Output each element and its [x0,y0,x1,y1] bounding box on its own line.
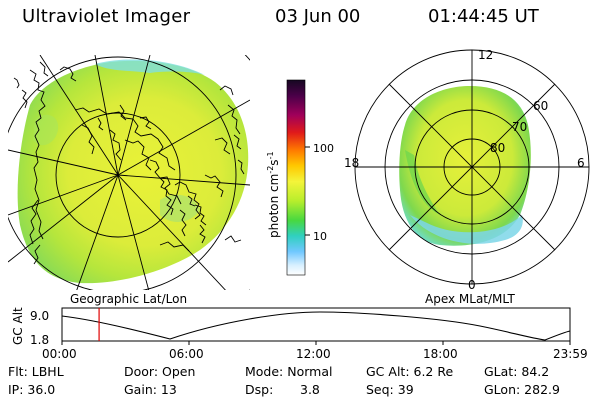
mlt-label-12: 12 [478,48,493,62]
timeline-xtick-1800: 18:00 [423,347,458,361]
timeline-x-ticks [61,341,571,345]
mlt-label-18: 18 [344,156,359,170]
colorbar-unit-exp1: -2 [266,166,275,174]
timeline-frame [61,307,571,342]
colorbar-gradient [286,79,306,276]
geo-map-caption: Geographic Lat/Lon [70,292,187,306]
polar-aurora-green [405,150,440,215]
altitude-curve [61,311,571,341]
mlt-label-6: 6 [577,156,585,170]
timeline-xtick-0600: 06:00 [169,347,204,361]
polar-plot-caption: Apex MLat/MLT [425,292,515,306]
info-ip: IP: 36.0 [8,382,55,397]
mlat-label-70: 70 [512,120,527,134]
geo-coastlines [13,61,245,265]
mlt-label-0: 0 [468,278,476,292]
info-door: Door: Open [124,364,195,379]
geo-aurora-speckle [95,59,205,75]
timeline-xtick-1200: 12:00 [296,347,331,361]
colorbar-tick-10: 10 [313,230,327,243]
timeline-ytick-max: 9.0 [30,309,49,323]
geo-aurora-image [17,60,249,284]
geo-map-panel [8,55,250,290]
timeline-ytick-min: 1.8 [30,333,49,347]
timeline-xtick-2359: 23:59 [553,347,588,361]
polar-aurora-edge [410,215,523,244]
altitude-timeline: GC Alt 9.0 1.8 00:00 06:00 12:00 18:00 2… [11,307,588,361]
polar-grid [354,49,590,285]
info-glon: GLon: 282.9 [484,382,560,397]
header-date: 03 Jun 00 [275,6,361,27]
timeline-xtick-0000: 00:00 [42,347,77,361]
colorbar-unit-label: photon cm-2s-1 [266,151,281,238]
mlat-label-60: 60 [533,99,548,113]
colorbar-unit-exp2: -1 [266,151,275,159]
colorbar-unit-base: photon cm [267,174,281,238]
info-dsp-value: 3.8 [300,382,320,397]
colorbar-tick-100: 100 [313,142,334,155]
info-glat: GLat: 84.2 [484,364,549,379]
page-title: Ultraviolet Imager [22,6,191,27]
colorbar: 100 10 photon cm-2s-1 [266,79,334,276]
info-gain: Gain: 13 [124,382,177,397]
info-dsp-label: Dsp: [245,382,273,397]
mlat-label-80: 80 [490,141,505,155]
info-filter: Flt: LBHL [8,364,64,379]
info-mode: Mode: Normal [245,364,332,379]
info-seq: Seq: 39 [366,382,414,397]
info-gc-alt: GC Alt: 6.2 Re [366,364,453,379]
polar-plot-panel: 12 18 6 0 60 70 80 [344,48,590,292]
header-time: 01:44:45 UT [428,6,539,27]
geo-grid [8,55,250,290]
colorbar-unit-mid: s [267,159,281,165]
timeline-axis-label: GC Alt [11,307,25,345]
info-panel: Flt: LBHL Door: Open Mode: Normal GC Alt… [8,364,560,397]
geo-aurora-speckle-3 [33,114,59,146]
